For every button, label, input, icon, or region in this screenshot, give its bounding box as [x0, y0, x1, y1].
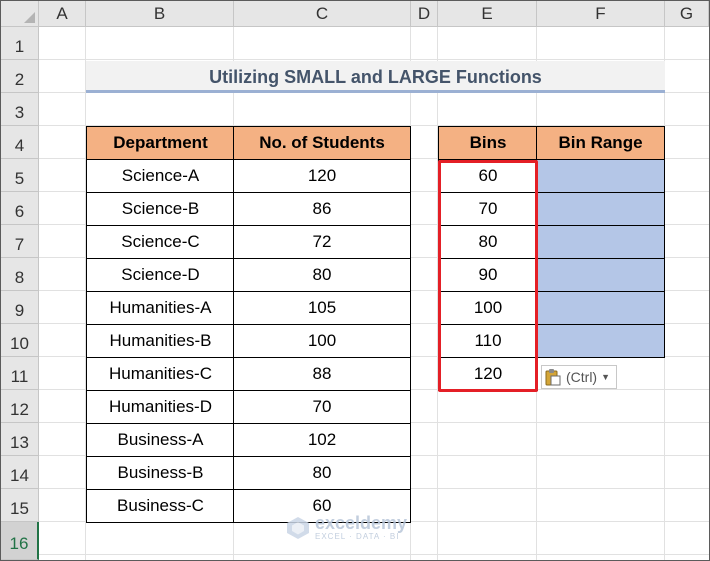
column-header-d[interactable]: D: [411, 1, 438, 27]
department-cell[interactable]: Business-C: [86, 489, 235, 523]
header-department[interactable]: Department: [86, 126, 235, 160]
row-header-5[interactable]: 5: [1, 159, 39, 192]
select-all-triangle-icon: [24, 12, 35, 23]
column-gridline: [437, 27, 438, 560]
paste-options-label: (Ctrl): [566, 369, 598, 385]
row-header-9[interactable]: 9: [1, 291, 39, 324]
students-cell[interactable]: 80: [233, 258, 411, 292]
clipboard-icon: [542, 366, 564, 388]
department-cell[interactable]: Science-C: [86, 225, 235, 259]
paste-options-button[interactable]: (Ctrl) ▼: [541, 365, 617, 389]
column-header-f[interactable]: F: [537, 1, 665, 27]
row-header-4[interactable]: 4: [1, 126, 39, 159]
row-header-13[interactable]: 13: [1, 423, 39, 456]
department-cell[interactable]: Business-B: [86, 456, 235, 490]
students-cell[interactable]: 70: [233, 390, 411, 424]
exceldemy-watermark: exceldemy EXCEL · DATA · BI: [285, 514, 407, 542]
bin-range-cell[interactable]: [536, 192, 665, 226]
department-cell[interactable]: Humanities-D: [86, 390, 235, 424]
column-header-b[interactable]: B: [86, 1, 234, 27]
row-gridline: [39, 554, 709, 555]
bins-highlight-box: [438, 160, 538, 392]
row-header-11[interactable]: 11: [1, 357, 39, 390]
column-gridline: [85, 27, 86, 560]
students-cell[interactable]: 60: [233, 489, 411, 523]
header-bin-range[interactable]: Bin Range: [536, 126, 665, 160]
header-bins[interactable]: Bins: [438, 126, 538, 160]
row-header-15[interactable]: 15: [1, 489, 39, 522]
row-header-14[interactable]: 14: [1, 456, 39, 489]
column-header-e[interactable]: E: [438, 1, 537, 27]
bin-range-cell[interactable]: [536, 159, 665, 193]
row-header-1[interactable]: 1: [1, 27, 39, 60]
bin-cell[interactable]: 120: [438, 357, 538, 391]
row-header-16[interactable]: 16: [1, 522, 39, 560]
students-cell[interactable]: 100: [233, 324, 411, 358]
row-header-8[interactable]: 8: [1, 258, 39, 291]
exceldemy-logo-icon: [287, 517, 309, 539]
row-gridline: [39, 59, 709, 60]
row-header-3[interactable]: 3: [1, 93, 39, 126]
column-header-a[interactable]: A: [39, 1, 86, 27]
department-cell[interactable]: Humanities-C: [86, 357, 235, 391]
row-gridline: [39, 125, 709, 126]
chevron-down-icon: ▼: [601, 372, 611, 382]
row-header-2[interactable]: 2: [1, 60, 39, 93]
students-cell[interactable]: 72: [233, 225, 411, 259]
row-header-6[interactable]: 6: [1, 192, 39, 225]
row-header-10[interactable]: 10: [1, 324, 39, 357]
students-cell[interactable]: 88: [233, 357, 411, 391]
select-all-corner[interactable]: [1, 1, 39, 27]
row-header-7[interactable]: 7: [1, 225, 39, 258]
bin-cell[interactable]: 90: [438, 258, 538, 292]
students-cell[interactable]: 86: [233, 192, 411, 226]
column-header-g[interactable]: G: [665, 1, 709, 27]
bin-range-cell[interactable]: [536, 324, 665, 358]
department-cell[interactable]: Humanities-A: [86, 291, 235, 325]
department-cell[interactable]: Science-D: [86, 258, 235, 292]
students-cell[interactable]: 105: [233, 291, 411, 325]
watermark-tagline: EXCEL · DATA · BI: [315, 532, 400, 541]
department-cell[interactable]: Science-A: [86, 159, 235, 193]
bin-range-cell[interactable]: [536, 225, 665, 259]
department-cell[interactable]: Business-A: [86, 423, 235, 457]
department-cell[interactable]: Humanities-B: [86, 324, 235, 358]
row-header-12[interactable]: 12: [1, 390, 39, 423]
watermark-name: exceldemy: [315, 513, 408, 533]
column-header-c[interactable]: C: [234, 1, 411, 27]
students-cell[interactable]: 102: [233, 423, 411, 457]
header-no-of-students[interactable]: No. of Students: [233, 126, 411, 160]
bin-range-cell[interactable]: [536, 258, 665, 292]
department-cell[interactable]: Science-B: [86, 192, 235, 226]
sheet-title: Utilizing SMALL and LARGE Functions: [86, 61, 665, 93]
students-cell[interactable]: 120: [233, 159, 411, 193]
bin-range-cell[interactable]: [536, 291, 665, 325]
students-cell[interactable]: 80: [233, 456, 411, 490]
